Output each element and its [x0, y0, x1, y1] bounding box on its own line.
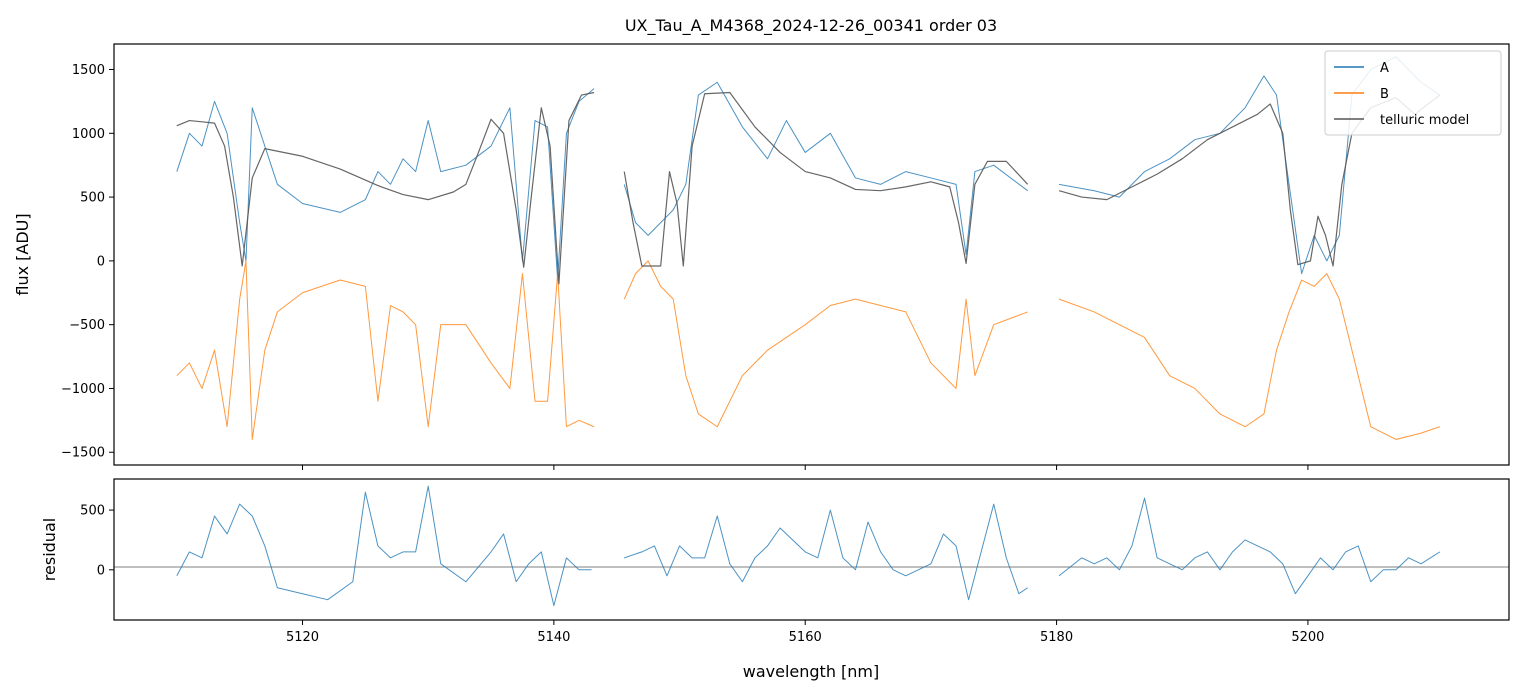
main-y-tick-label: 500 [80, 191, 105, 206]
main-y-tick-label: −1000 [61, 382, 105, 397]
main-y-tick-label: −500 [69, 318, 105, 333]
main-y-tick-label: 1500 [72, 63, 105, 78]
residual-plot: 0 500 5120 5140 5160 5180 5200 residual wavele… [40, 478, 1510, 681]
residual-line-segment [176, 485, 592, 607]
legend-label-telluric-model: telluric model [1380, 113, 1469, 128]
main-series-a [176, 56, 1441, 281]
x-tick-label: 5120 [286, 630, 319, 645]
main-y-tick-label: 0 [97, 254, 105, 269]
main-plot: −1500 −1000 −500 0 500 1000 1500 flux [ADU] A … [13, 43, 1510, 470]
residual-y-tick-label: 0 [97, 563, 105, 578]
x-tick-label: 5160 [789, 630, 822, 645]
x-tick-label: 5180 [1040, 630, 1073, 645]
legend-item-a[interactable]: A [1334, 61, 1389, 76]
main-y-tick-label: 1000 [72, 127, 105, 142]
legend[interactable]: A B telluric model [1324, 50, 1502, 136]
main-line-segment [176, 91, 595, 285]
main-line-segment [176, 260, 595, 440]
x-axis-label: wavelength [nm] [743, 662, 880, 681]
residual-line-segment [624, 503, 1028, 601]
residual-y-axis-label: residual [40, 518, 59, 581]
legend-item-b[interactable]: B [1334, 87, 1389, 102]
residual-line-segment [1058, 497, 1441, 595]
legend-label-a: A [1380, 61, 1389, 76]
main-line-segment [1058, 273, 1441, 440]
chart-title: UX_Tau_A_M4368_2024-12-26_00341 order 03 [625, 16, 997, 36]
main-series-b [176, 260, 1441, 440]
residual-series-0 [176, 485, 1441, 607]
residual-y-tick-label: 500 [80, 504, 105, 519]
main-line-segment [623, 260, 1028, 428]
legend-label-b: B [1380, 87, 1389, 102]
x-tick-label: 5140 [537, 630, 570, 645]
main-line-segment [623, 91, 1029, 267]
main-axes-frame [113, 43, 1510, 466]
legend-frame [1324, 50, 1502, 136]
main-line-segment [176, 88, 595, 281]
x-tick-label: 5200 [1291, 630, 1324, 645]
main-series-telluric-model [176, 91, 1441, 285]
main-y-tick-label: −1500 [61, 446, 105, 461]
main-line-segment [623, 81, 1028, 255]
main-y-axis-label: flux [ADU] [13, 213, 32, 295]
legend-item-telluric-model[interactable]: telluric model [1334, 113, 1469, 128]
residual-axes-frame [113, 478, 1510, 621]
